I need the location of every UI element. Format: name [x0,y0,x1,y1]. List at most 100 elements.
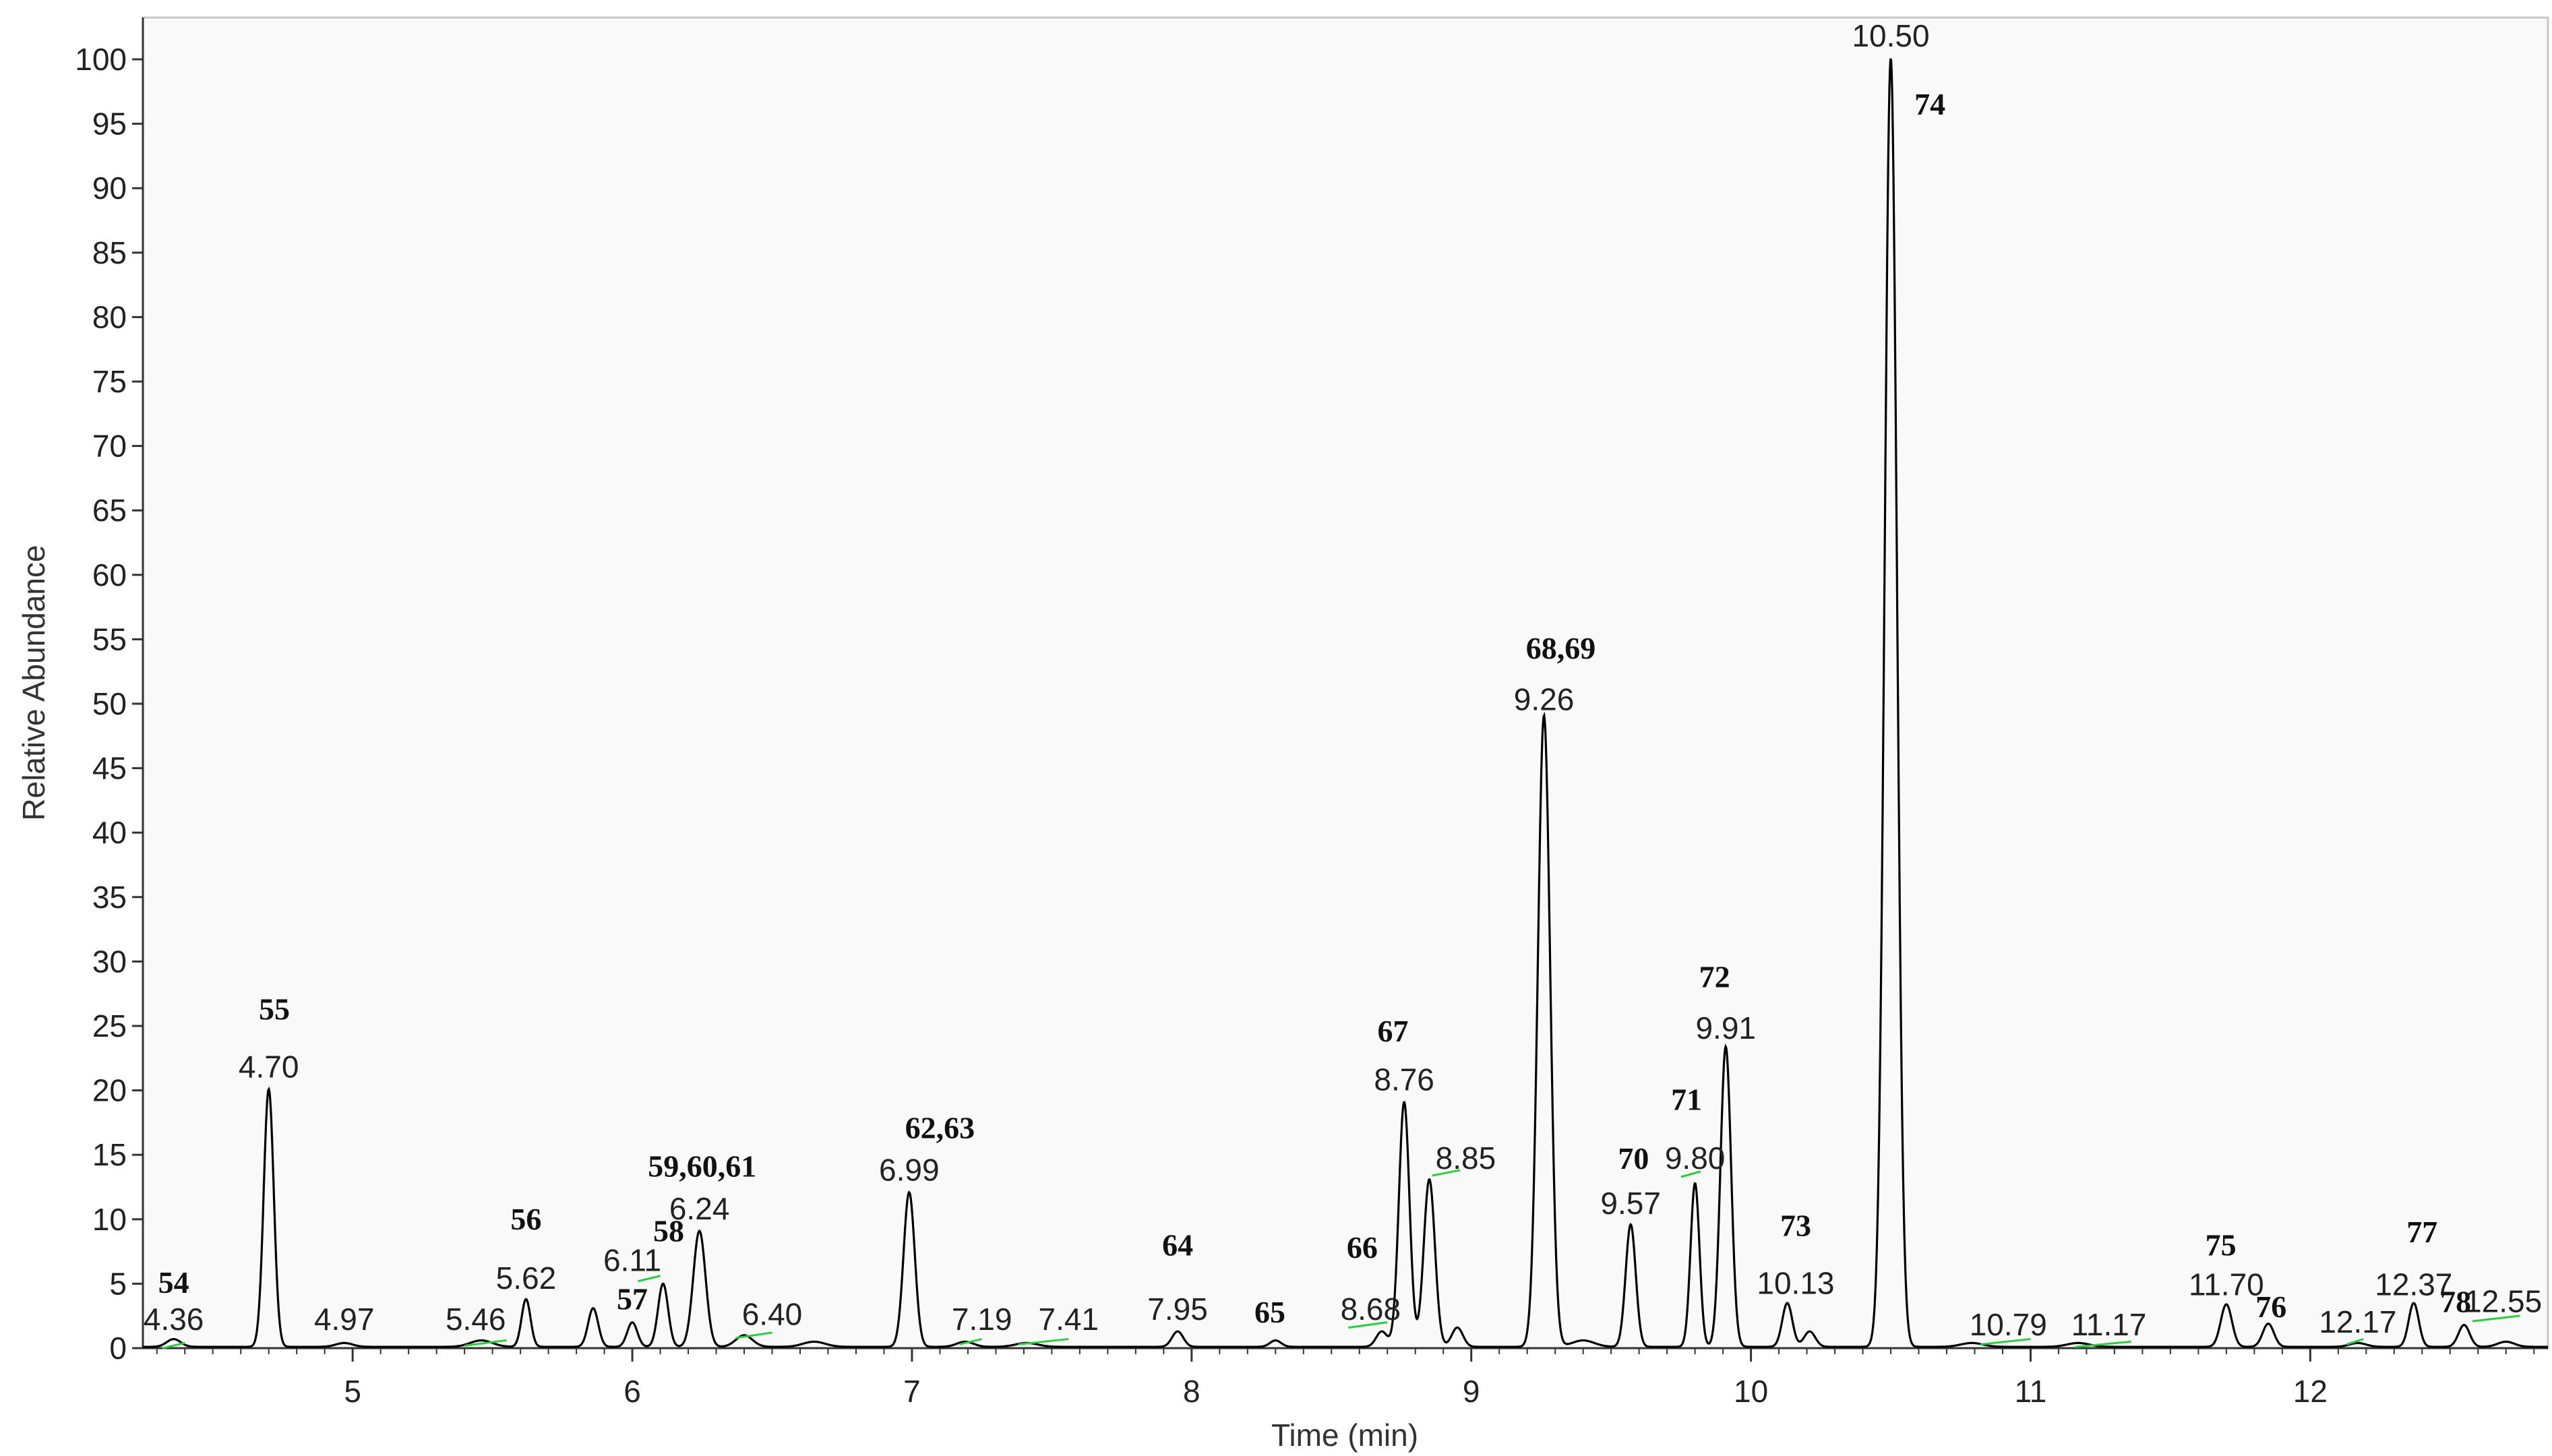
baseline-marker [2075,1340,2131,1348]
peak-number-label: 70 [1618,1141,1649,1176]
baseline-marker [1680,1170,1701,1178]
baseline-marker [959,1337,983,1345]
rt-label: 4.36 [144,1302,204,1337]
x-axis-ticks: 5 6 7 8 9 10 11 12 [344,1348,2328,1409]
y-tick-label: 5 [109,1266,127,1301]
y-tick-label: 25 [92,1008,127,1043]
rt-label: 12.37 [2375,1267,2452,1302]
x-tick-label: 5 [344,1374,361,1409]
rt-label: 8.68 [1341,1292,1401,1327]
peak-number-label: 75 [2206,1227,2237,1262]
x-tick-label: 7 [903,1374,921,1409]
peak-number-label: 71 [1671,1082,1702,1116]
rt-label: 12.17 [2319,1304,2396,1339]
rt-label: 5.62 [496,1261,557,1296]
y-axis-ticks: 0 5 10 15 20 25 30 35 40 45 50 55 60 65 70 75 80 85 90 95 10… [75,42,143,1366]
peak-number-label: 59,60,61 [648,1149,756,1184]
y-tick-label: 30 [92,944,127,979]
y-tick-label: 10 [92,1202,127,1237]
x-minor-ticks [156,1348,2535,1354]
peak-number-label: 74 [1914,87,1945,121]
peak-number-label: 65 [1254,1295,1285,1329]
rt-label: 6.24 [669,1191,730,1226]
y-tick-label: 75 [92,364,127,399]
y-tick-label: 100 [75,42,127,77]
x-tick-label: 6 [624,1374,641,1409]
baseline-marker [1980,1337,2031,1345]
y-tick-label: 65 [92,493,127,528]
rt-label: 10.13 [1757,1266,1834,1301]
baseline-marker [1347,1321,1388,1329]
y-axis-title: Relative Abundance [16,545,51,820]
peak-number-label: 68,69 [1526,631,1596,665]
baseline-marker [2346,1338,2364,1345]
x-tick-label: 12 [2293,1374,2328,1409]
baseline-marker [162,1341,185,1349]
rt-label: 10.79 [1970,1307,2047,1342]
rt-label: 9.26 [1514,682,1575,717]
peak-number-label: 58 [653,1213,684,1248]
rt-label: 6.99 [879,1152,940,1187]
y-tick-label: 35 [92,880,127,915]
y-tick-label: 15 [92,1137,127,1172]
baseline-marker [637,1275,661,1283]
peak-number-label: 62,63 [905,1110,975,1145]
x-tick-label: 8 [1183,1374,1201,1409]
baseline-markers [162,1169,2520,1349]
rt-label: 10.50 [1852,18,1929,53]
peak-number-label: 64 [1162,1227,1193,1262]
y-tick-label: 90 [92,171,127,206]
rt-label: 11.17 [2071,1307,2147,1342]
peak-number-label: 54 [158,1265,189,1300]
peak-number-label: 67 [1378,1014,1409,1048]
rt-label: 8.85 [1436,1141,1496,1176]
plot-background [142,16,2549,1349]
peak-number-label: 57 [617,1282,648,1316]
rt-label: 9.57 [1600,1186,1661,1221]
peak-number-label: 72 [1699,960,1730,994]
rt-label: 4.97 [314,1302,375,1337]
y-tick-label: 20 [92,1073,127,1108]
peak-number-label: 78 [2440,1284,2471,1318]
y-tick-label: 95 [92,107,127,142]
x-tick-label: 10 [1734,1374,1768,1409]
peak-number-label: 56 [510,1202,541,1236]
baseline-marker [2472,1314,2520,1323]
rt-label: 12.55 [2464,1283,2542,1318]
rt-label: 7.95 [1147,1292,1208,1327]
chromatogram-trace [143,58,2548,1348]
rt-label: 9.91 [1695,1010,1756,1045]
peak-number-label: 55 [259,992,290,1026]
rt-label: 7.19 [952,1302,1012,1337]
baseline-marker [1018,1337,1069,1345]
x-tick-label: 11 [2015,1374,2047,1409]
retention-time-labels: 4.36 4.70 4.97 5.46 5.62 6.116.24 6.40 6.99 7.19… [144,18,2542,1342]
rt-label: 9.80 [1665,1141,1726,1176]
rt-label: 6.11 [603,1242,661,1277]
peak-number-label: 76 [2255,1290,2286,1324]
y-tick-label: 40 [92,815,127,850]
y-tick-label: 50 [92,686,127,721]
peak-number-label: 73 [1780,1209,1811,1243]
rt-label: 6.40 [742,1297,803,1332]
rt-label: 11.70 [2189,1267,2264,1302]
rt-label: 7.41 [1038,1302,1099,1337]
peak-number-label: 66 [1347,1230,1378,1265]
y-tick-label: 70 [92,429,127,464]
baseline-marker [464,1339,507,1347]
rt-label: 4.70 [239,1049,299,1084]
x-axis-title: Time (min) [1271,1418,1418,1453]
y-tick-label: 85 [92,235,127,270]
x-tick-label: 9 [1463,1374,1480,1409]
rt-label: 8.76 [1374,1062,1434,1097]
y-tick-label: 55 [92,621,127,657]
y-tick-label: 45 [92,751,127,786]
rt-label: 5.46 [446,1302,506,1337]
baseline-marker [1432,1169,1461,1177]
baseline-marker [735,1331,772,1339]
y-tick-label: 60 [92,557,127,593]
y-tick-label: 0 [109,1331,127,1366]
peak-number-label: 77 [2406,1215,2437,1249]
